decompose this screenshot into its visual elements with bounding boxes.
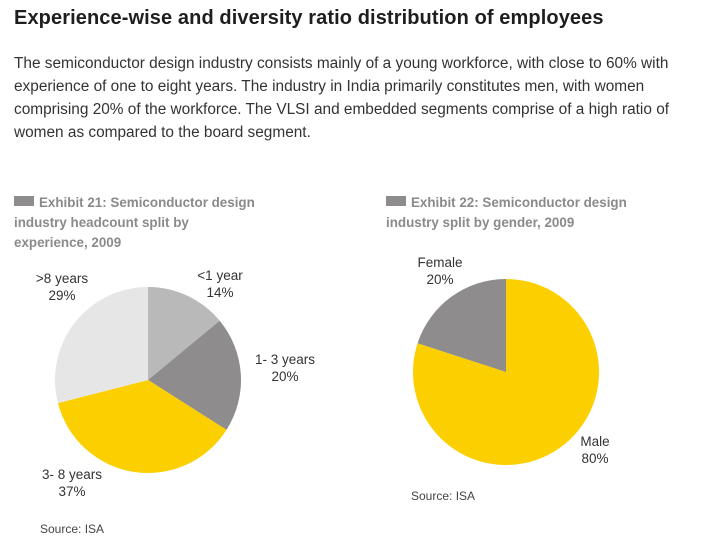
exhibit-21-title-line1: Exhibit 21: Semiconductor design — [39, 195, 255, 210]
pie-label-value: 37% — [58, 484, 85, 499]
pie-label-value: 29% — [48, 288, 75, 303]
title-swatch-icon — [386, 196, 406, 206]
experience-pie-chart: <1 year 14% 1- 3 years 20% 3- 8 years 37% >8 y… — [36, 268, 315, 499]
pie-label-category: 3- 8 years — [42, 467, 102, 482]
exhibit-21-title-line2: industry headcount split by — [14, 215, 189, 230]
exhibit-22-title: Exhibit 22: Semiconductor design industr… — [386, 193, 686, 233]
pie-slice-1-year — [148, 287, 220, 380]
pie-slice-8-years — [54, 287, 149, 404]
intro-paragraph: The semiconductor design industry consis… — [14, 55, 670, 141]
exhibit-21-title: Exhibit 21: Semiconductor design industr… — [14, 193, 314, 253]
page-heading: Experience-wise and diversity ratio dist… — [14, 7, 604, 29]
pie-label-value: 20% — [426, 272, 453, 287]
pie-label-category: <1 year — [197, 268, 243, 283]
pie-slice-male — [412, 279, 599, 465]
pie-label-value: 80% — [581, 451, 608, 466]
pie-label-value: 20% — [271, 369, 298, 384]
pie-label-category: Female — [417, 255, 462, 270]
pie-slice-3-8-years — [57, 380, 227, 473]
exhibit-22-source: Source: ISA — [411, 489, 476, 503]
title-swatch-icon — [14, 196, 34, 206]
exhibit-21-source: Source: ISA — [40, 522, 105, 536]
pie-slice-1-3-years — [148, 320, 241, 430]
exhibit-21-title-line3: experience, 2009 — [14, 235, 122, 250]
gender-pie-chart: Male 80% Female 20% — [412, 255, 610, 466]
pie-label-category: 1- 3 years — [255, 352, 315, 367]
pie-label-value: 14% — [206, 285, 233, 300]
pie-label-category: >8 years — [36, 271, 88, 286]
pie-slice-female — [417, 279, 506, 372]
exhibit-22-title-line1: Exhibit 22: Semiconductor design — [411, 195, 627, 210]
exhibit-22-title-line2: industry split by gender, 2009 — [386, 215, 575, 230]
pie-label-category: Male — [580, 434, 609, 449]
